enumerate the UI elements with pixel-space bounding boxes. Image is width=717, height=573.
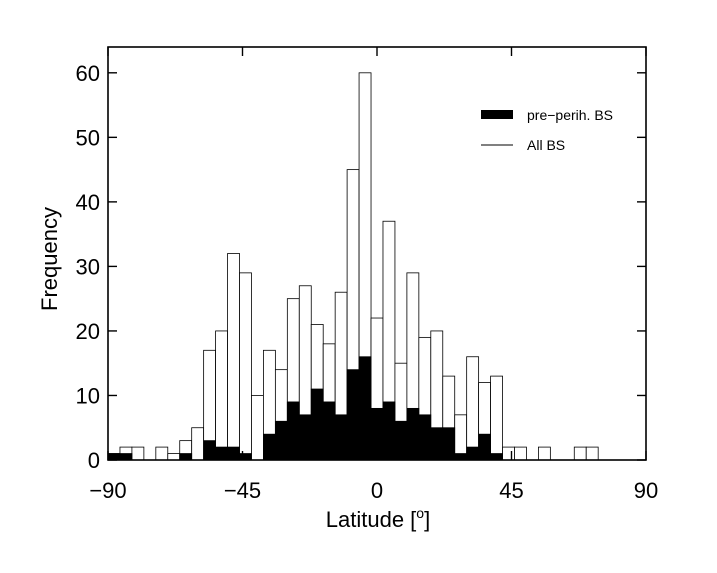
all-bs-bar-36 [538, 446, 551, 461]
pre-perih-bar-14 [274, 420, 288, 461]
pre-perih-bar-8 [203, 440, 216, 461]
y-axis-label: Frequency [37, 207, 62, 311]
x-tick-label-0: −90 [89, 478, 126, 503]
pre-perih-bar-23 [382, 401, 396, 461]
pre-perih-bar-27 [430, 427, 444, 461]
all-bs-bar-11 [239, 272, 252, 461]
pre-perih-bar-0 [107, 453, 121, 461]
y-tick-label-5: 50 [76, 125, 100, 150]
legend-swatch-pre-perih [481, 110, 513, 119]
pre-perih-bar-15 [286, 401, 300, 461]
pre-perih-bar-32 [490, 453, 503, 461]
pre-perih-bar-21 [358, 356, 372, 461]
all-bs-bar-10 [227, 253, 240, 461]
x-axis-label: Latitude [o] [326, 505, 430, 532]
axis-ticks [107, 47, 647, 461]
tick-labels: −90 −45 0 45 90 0 10 20 30 40 50 60 [76, 61, 659, 503]
all-bs-bar-33 [502, 446, 515, 461]
pre-perih-bar-17 [310, 388, 324, 461]
all-bs-bar-5 [167, 453, 181, 461]
x-tick-label-3: 45 [499, 478, 523, 503]
x-tick-label-1: −45 [224, 478, 261, 503]
all-bs-bar-12 [251, 395, 264, 461]
all-bs-bar-34 [514, 446, 527, 461]
x-tick-label-4: 90 [634, 478, 658, 503]
pre-perih-bar-13 [263, 433, 276, 461]
all-bs-bar-4 [155, 446, 169, 461]
y-tick-label-1: 10 [76, 383, 100, 408]
pre-perih-bar-31 [478, 433, 491, 461]
pre-perih-bar-11 [239, 453, 252, 461]
y-tick-label-6: 60 [76, 61, 100, 86]
y-tick-label-2: 20 [76, 319, 100, 344]
pre-perih-bar-6 [179, 453, 193, 461]
pre-perih-bar-26 [418, 414, 432, 461]
all-bs-bar-40 [585, 446, 599, 461]
y-tick-label-3: 30 [76, 254, 100, 279]
legend: pre−perih. BS All BS [481, 107, 613, 153]
pre-perih-bar-18 [322, 401, 336, 461]
pre-perih-bar-25 [406, 407, 420, 461]
pre-perih-bar-28 [442, 427, 456, 461]
legend-label-all-bs: All BS [527, 137, 565, 153]
y-tick-label-0: 0 [88, 448, 100, 473]
pre-perih-bar-10 [227, 446, 240, 461]
all-bs-bar-9 [215, 330, 228, 461]
legend-label-pre-perih: pre−perih. BS [527, 107, 613, 123]
pre-perih-bar-9 [215, 446, 228, 461]
pre-perih-bar-19 [334, 414, 348, 461]
pre-perih-bar-1 [119, 453, 133, 461]
pre-perih-bar-30 [466, 446, 480, 461]
pre-perih-bars [107, 356, 503, 461]
pre-perih-bar-24 [394, 420, 408, 461]
all-bs-bars [107, 72, 599, 461]
pre-perih-bar-20 [346, 369, 360, 461]
all-bs-bar-39 [573, 446, 587, 461]
y-tick-label-4: 40 [76, 190, 100, 215]
all-bs-bar-2 [131, 446, 145, 461]
x-tick-label-2: 0 [371, 478, 383, 503]
pre-perih-bar-16 [298, 414, 312, 461]
all-bs-bar-32 [490, 375, 503, 461]
all-bs-bar-30 [466, 356, 480, 461]
pre-perih-bar-29 [454, 453, 468, 461]
all-bs-bar-7 [191, 427, 205, 461]
